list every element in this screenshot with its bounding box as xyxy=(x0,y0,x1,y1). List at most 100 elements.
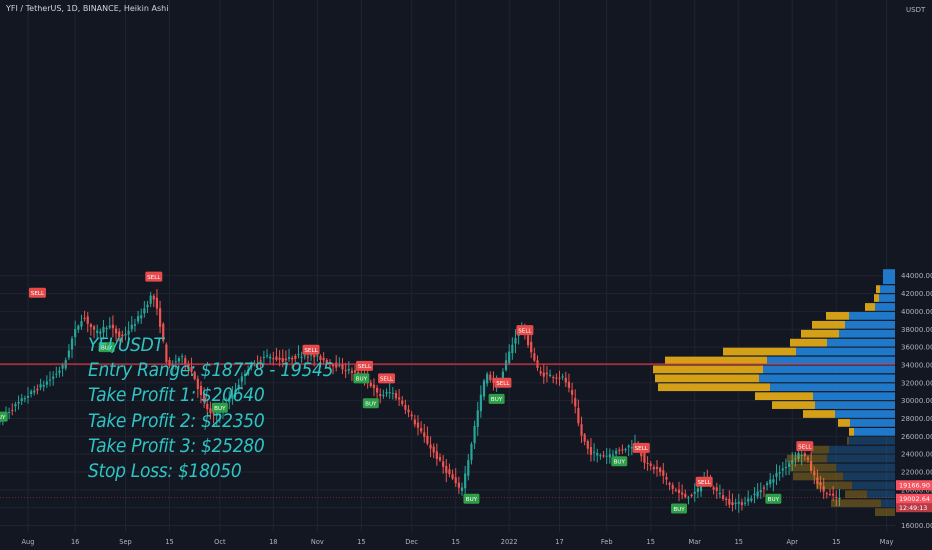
candle-body xyxy=(313,355,316,358)
profile-bar-up xyxy=(767,356,895,365)
candle-body xyxy=(476,410,479,427)
signal-badge xyxy=(488,393,505,404)
time-axis[interactable]: Aug 16 Sep 15 Oct 18 Nov 15 Dec 15 2022 17 Feb 15 Mar 1… xyxy=(22,538,894,546)
buy-signal: BUY xyxy=(765,493,782,504)
candle-body xyxy=(250,364,253,368)
signal-badge xyxy=(611,456,628,467)
candle-body xyxy=(655,466,659,469)
profile-bar-down xyxy=(874,294,879,302)
candle-body xyxy=(209,408,212,414)
buy-signal: BUY xyxy=(0,411,8,422)
signal-badge xyxy=(695,476,713,487)
y-tick-label: 28000.00 xyxy=(901,415,932,423)
candle-body xyxy=(671,485,674,489)
candle-body xyxy=(114,328,118,334)
candle-body xyxy=(247,369,250,375)
profile-bar-up xyxy=(759,374,895,383)
candle-body xyxy=(586,440,589,449)
candle-body xyxy=(140,315,143,319)
candle-body xyxy=(470,443,473,461)
candle-body xyxy=(423,432,426,437)
candle-body xyxy=(806,457,810,460)
candle-body xyxy=(759,489,762,493)
candle-body xyxy=(99,331,102,334)
candle-body xyxy=(832,493,835,496)
candle-body xyxy=(30,391,33,395)
candle-body xyxy=(375,387,379,393)
candle-body xyxy=(347,368,350,371)
signal-badge xyxy=(353,373,370,384)
candle-body xyxy=(718,493,721,495)
candle-body xyxy=(181,356,184,358)
current-price-tag-bg xyxy=(896,480,932,491)
buy-signal: BUY xyxy=(98,342,115,353)
profile-bar-up xyxy=(849,312,895,320)
price-axis[interactable]: 16000.0018000.0020000.0022000.0024000.00… xyxy=(901,272,932,530)
y-tick-label: 38000.00 xyxy=(901,326,932,334)
profile-bar-up xyxy=(813,392,895,401)
candle-body xyxy=(136,316,140,322)
candle-body xyxy=(199,386,203,395)
candle-body xyxy=(171,363,174,370)
profile-bar-down xyxy=(875,508,895,516)
candle-body xyxy=(42,384,45,387)
overlay-pair: YFI/USDT xyxy=(88,334,164,356)
x-tick-label: 15 xyxy=(735,538,743,546)
x-tick-label: 15 xyxy=(165,538,173,546)
signal-badge xyxy=(463,493,480,504)
x-tick-label: Feb xyxy=(601,538,613,546)
candle-body xyxy=(385,392,388,394)
volume-profile xyxy=(653,269,895,516)
candle-body xyxy=(61,364,64,369)
overlay-stop-loss: Stop Loss: $18050 xyxy=(88,460,242,483)
candle-body xyxy=(526,335,530,346)
candle-body xyxy=(52,376,55,379)
x-tick-label: 15 xyxy=(647,538,655,546)
candle-body xyxy=(328,362,332,364)
candle-body xyxy=(545,372,549,375)
candle-body xyxy=(778,472,781,474)
sell-signal: SELL xyxy=(378,373,396,384)
candle-body xyxy=(369,382,372,387)
candle-body xyxy=(218,414,221,416)
y-tick-label: 40000.00 xyxy=(901,308,932,316)
candle-body xyxy=(379,394,382,397)
candle-body xyxy=(570,390,574,395)
countdown-tag-bg xyxy=(896,503,932,513)
candle-body xyxy=(165,344,168,363)
candle-body xyxy=(80,321,83,327)
candle-body xyxy=(203,394,206,402)
candle-body xyxy=(561,376,564,378)
candle-body xyxy=(118,331,121,337)
profile-bar-up xyxy=(829,445,895,454)
signal-badge xyxy=(796,441,814,452)
profile-bar-down xyxy=(653,365,763,374)
secondary-price-tag-bg xyxy=(896,493,932,504)
candle-body xyxy=(743,502,747,504)
signal-label: BUY xyxy=(214,406,226,412)
x-tick-label: Mar xyxy=(689,538,702,546)
buy-signal: BUY xyxy=(671,503,688,514)
price-tags: 19166.90 19002.64 12:49:13 xyxy=(896,480,932,513)
profile-bar-up xyxy=(796,347,895,356)
candle-body xyxy=(769,479,772,485)
candle-body xyxy=(492,377,495,384)
candle-body xyxy=(45,381,48,385)
signal-label: SELL xyxy=(147,275,161,281)
profile-bar-down xyxy=(876,285,880,293)
profile-bar-down xyxy=(812,320,845,329)
candle-body xyxy=(580,424,583,436)
candle-body xyxy=(58,370,61,373)
symbol-title[interactable]: YFI / TetherUS, 1D, BINANCE, Heikin Ashi xyxy=(6,4,169,13)
candle-body xyxy=(284,358,287,361)
x-tick-label: 18 xyxy=(269,538,277,546)
candle-body xyxy=(813,470,816,475)
candle-body xyxy=(102,326,105,333)
profile-bar-up xyxy=(763,365,895,374)
candle-body xyxy=(174,361,177,363)
current-price-tag: 19166.90 xyxy=(896,480,932,491)
currency-label: USDT xyxy=(906,6,926,14)
candle-body xyxy=(677,489,681,493)
signal-label: BUY xyxy=(365,402,377,408)
